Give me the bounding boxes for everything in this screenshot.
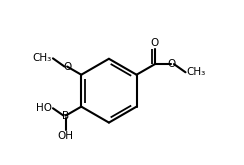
Text: HO: HO xyxy=(36,103,52,113)
Text: O: O xyxy=(151,38,159,48)
Text: O: O xyxy=(63,62,71,72)
Text: CH₃: CH₃ xyxy=(33,53,52,63)
Text: OH: OH xyxy=(58,131,74,141)
Text: B: B xyxy=(62,111,69,121)
Text: CH₃: CH₃ xyxy=(186,67,205,77)
Text: O: O xyxy=(167,59,175,69)
